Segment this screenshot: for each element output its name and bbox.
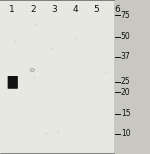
Text: 75: 75 — [121, 11, 130, 20]
Text: 25: 25 — [121, 77, 130, 86]
Text: 3: 3 — [51, 5, 57, 14]
Bar — [0, 0, 114, 154]
Text: 4: 4 — [72, 5, 78, 14]
Text: 20: 20 — [121, 88, 130, 97]
Text: 15: 15 — [121, 109, 130, 118]
Text: 6: 6 — [114, 5, 120, 14]
Text: 2: 2 — [30, 5, 36, 14]
Text: 37: 37 — [121, 53, 130, 61]
Text: 50: 50 — [121, 32, 130, 41]
Bar — [114, 0, 150, 154]
Ellipse shape — [30, 69, 34, 72]
Text: 5: 5 — [93, 5, 99, 14]
Text: 10: 10 — [121, 130, 130, 138]
FancyBboxPatch shape — [8, 76, 18, 89]
Text: 1: 1 — [9, 5, 15, 14]
